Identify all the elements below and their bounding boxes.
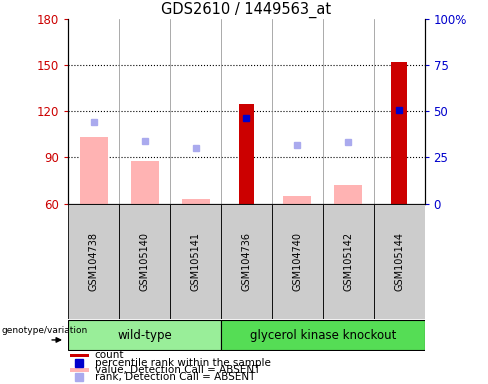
Bar [68, 320, 221, 350]
Text: GSM104740: GSM104740 [292, 232, 303, 291]
Text: GSM105144: GSM105144 [394, 232, 404, 291]
Text: GSM105142: GSM105142 [343, 232, 353, 291]
Bar [221, 204, 272, 319]
Title: GDS2610 / 1449563_at: GDS2610 / 1449563_at [162, 2, 331, 18]
Bar [334, 185, 362, 204]
Text: wild-type: wild-type [117, 329, 172, 341]
Text: GSM104738: GSM104738 [89, 232, 99, 291]
Text: GSM105140: GSM105140 [140, 232, 150, 291]
Bar [272, 204, 323, 319]
Bar [374, 204, 425, 319]
Bar [284, 196, 311, 204]
Bar [70, 354, 89, 357]
Text: glycerol kinase knockout: glycerol kinase knockout [249, 329, 396, 341]
Bar [239, 104, 254, 204]
Bar [119, 204, 170, 319]
Bar [391, 62, 407, 204]
Bar [221, 320, 425, 350]
Bar [80, 137, 108, 204]
Bar [323, 204, 374, 319]
Text: percentile rank within the sample: percentile rank within the sample [95, 358, 270, 367]
Bar [170, 204, 221, 319]
Text: value, Detection Call = ABSENT: value, Detection Call = ABSENT [95, 365, 260, 375]
Bar [131, 161, 159, 204]
Bar [70, 368, 89, 372]
Text: GSM105141: GSM105141 [190, 232, 201, 291]
Text: rank, Detection Call = ABSENT: rank, Detection Call = ABSENT [95, 372, 255, 382]
Bar [182, 199, 209, 204]
Text: GSM104736: GSM104736 [242, 232, 251, 291]
Text: genotype/variation: genotype/variation [1, 326, 88, 334]
Text: count: count [95, 351, 124, 361]
Bar [68, 204, 119, 319]
